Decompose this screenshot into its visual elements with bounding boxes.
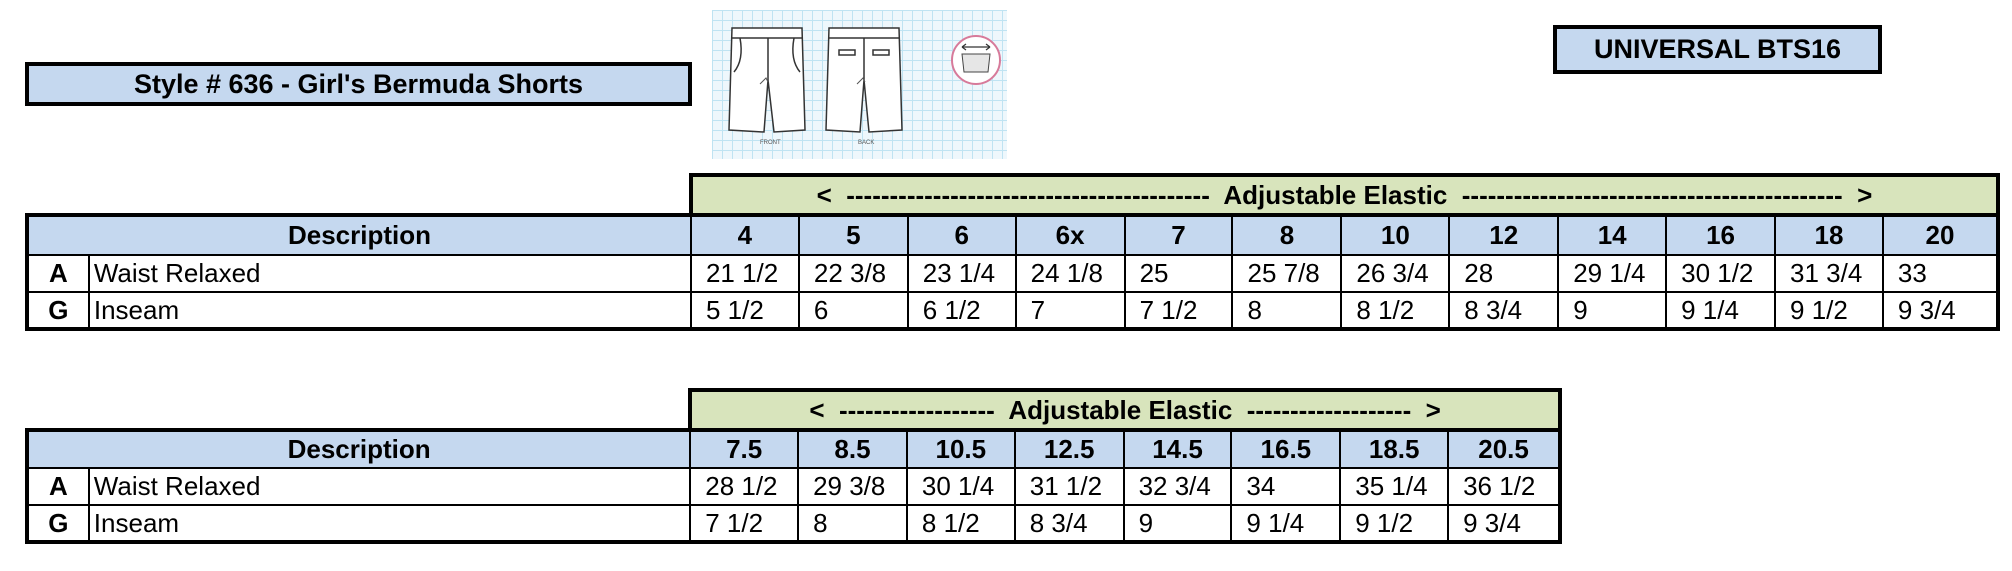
size-header: 8 (1231, 213, 1343, 256)
table-row: G Inseam 7 1/2 8 8 1/2 8 3/4 9 9 1/4 9 1… (25, 504, 1562, 544)
measure-code: G (25, 291, 90, 331)
measure-value: 36 1/2 (1447, 467, 1562, 506)
measure-value: 9 1/2 (1339, 504, 1450, 544)
brand-code-badge: UNIVERSAL BTS16 (1553, 25, 1882, 74)
description-header: Description (25, 213, 692, 256)
measure-value: 8 3/4 (1448, 291, 1560, 331)
size-header: 20.5 (1447, 428, 1562, 469)
measure-value: 32 3/4 (1122, 467, 1233, 506)
measure-value: 33 (1881, 254, 2001, 293)
measure-value: 22 3/8 (797, 254, 909, 293)
size-header: 7.5 (689, 428, 800, 469)
measure-value: 25 7/8 (1231, 254, 1343, 293)
measure-value: 26 3/4 (1340, 254, 1451, 293)
measure-code: G (25, 504, 90, 544)
measure-code: A (25, 467, 90, 506)
measure-value: 35 1/4 (1339, 467, 1450, 506)
adjustable-elastic-band: < ------------------ Adjustable Elastic … (688, 388, 1562, 431)
adjustable-elastic-band: < --------------------------------------… (688, 173, 2001, 216)
measure-value: 30 1/4 (905, 467, 1016, 506)
table-row: A Waist Relaxed 28 1/2 29 3/8 30 1/4 31 … (25, 467, 1562, 506)
measure-value: 8 1/2 (905, 504, 1016, 544)
size-header: 5 (797, 213, 909, 256)
measure-value: 9 1/4 (1230, 504, 1342, 544)
measure-value: 29 1/4 (1557, 254, 1668, 293)
size-header: 12.5 (1013, 428, 1125, 469)
front-label: FRONT (760, 140, 781, 146)
size-header: 16 (1665, 213, 1777, 256)
size-header: 10 (1340, 213, 1451, 256)
size-chart-2: < ------------------ Adjustable Elastic … (24, 388, 1562, 544)
measure-value: 7 1/2 (1123, 291, 1234, 331)
size-header: 12 (1448, 213, 1560, 256)
measure-value: 9 3/4 (1881, 291, 2001, 331)
size-header: 6 (906, 213, 1017, 256)
style-title: Style # 636 - Girl's Bermuda Shorts (25, 62, 692, 106)
measure-value: 28 (1448, 254, 1560, 293)
measure-value: 9 1/4 (1665, 291, 1777, 331)
measure-value: 31 1/2 (1013, 467, 1125, 506)
measure-value: 8 1/2 (1340, 291, 1451, 331)
measure-value: 23 1/4 (906, 254, 1017, 293)
description-header: Description (24, 428, 692, 469)
measure-code: A (25, 254, 90, 293)
size-header: 6x (1014, 213, 1126, 256)
waist-detail-icon (951, 35, 1001, 85)
measure-value: 34 (1230, 467, 1342, 506)
table-row: G Inseam 5 1/2 6 6 1/2 7 7 1/2 8 8 1/2 8… (25, 291, 2001, 331)
measure-value: 9 (1557, 291, 1668, 331)
measure-value: 29 3/8 (797, 467, 908, 506)
measure-value: 9 (1122, 504, 1233, 544)
measure-value: 31 3/4 (1774, 254, 1884, 293)
measure-label: Inseam (87, 504, 692, 544)
measure-value: 30 1/2 (1665, 254, 1777, 293)
back-label: BACK (858, 140, 875, 146)
size-header: 7 (1123, 213, 1234, 256)
measure-value: 8 (1231, 291, 1343, 331)
measure-value: 8 3/4 (1013, 504, 1125, 544)
measure-value: 7 (1014, 291, 1126, 331)
size-header: 8.5 (797, 428, 908, 469)
table-row: A Waist Relaxed 21 1/2 22 3/8 23 1/4 24 … (25, 254, 2001, 293)
measure-value: 5 1/2 (689, 291, 800, 331)
size-header: 18.5 (1339, 428, 1450, 469)
size-header: 18 (1774, 213, 1884, 256)
size-header: 20 (1881, 213, 2001, 256)
shorts-flat-drawing (728, 27, 1001, 133)
measure-label: Inseam (87, 291, 692, 331)
measure-value: 6 1/2 (906, 291, 1017, 331)
size-chart-1: < --------------------------------------… (25, 173, 2001, 331)
measure-value: 28 1/2 (689, 467, 800, 506)
size-header: 10.5 (905, 428, 1016, 469)
measure-value: 9 3/4 (1447, 504, 1562, 544)
size-header: 4 (689, 213, 800, 256)
shorts-sketch: FRONT BACK (712, 10, 1007, 159)
measure-value: 25 (1123, 254, 1234, 293)
size-header: 14.5 (1122, 428, 1233, 469)
measure-value: 7 1/2 (689, 504, 800, 544)
measure-value: 8 (797, 504, 908, 544)
measure-value: 21 1/2 (689, 254, 800, 293)
measure-value: 9 1/2 (1774, 291, 1884, 331)
size-header: 14 (1557, 213, 1668, 256)
back-shorts-icon (825, 27, 903, 133)
measure-label: Waist Relaxed (87, 254, 692, 293)
front-shorts-icon (728, 27, 806, 133)
measure-value: 24 1/8 (1014, 254, 1126, 293)
measure-value: 6 (797, 291, 909, 331)
measure-label: Waist Relaxed (87, 467, 692, 506)
size-header: 16.5 (1230, 428, 1342, 469)
